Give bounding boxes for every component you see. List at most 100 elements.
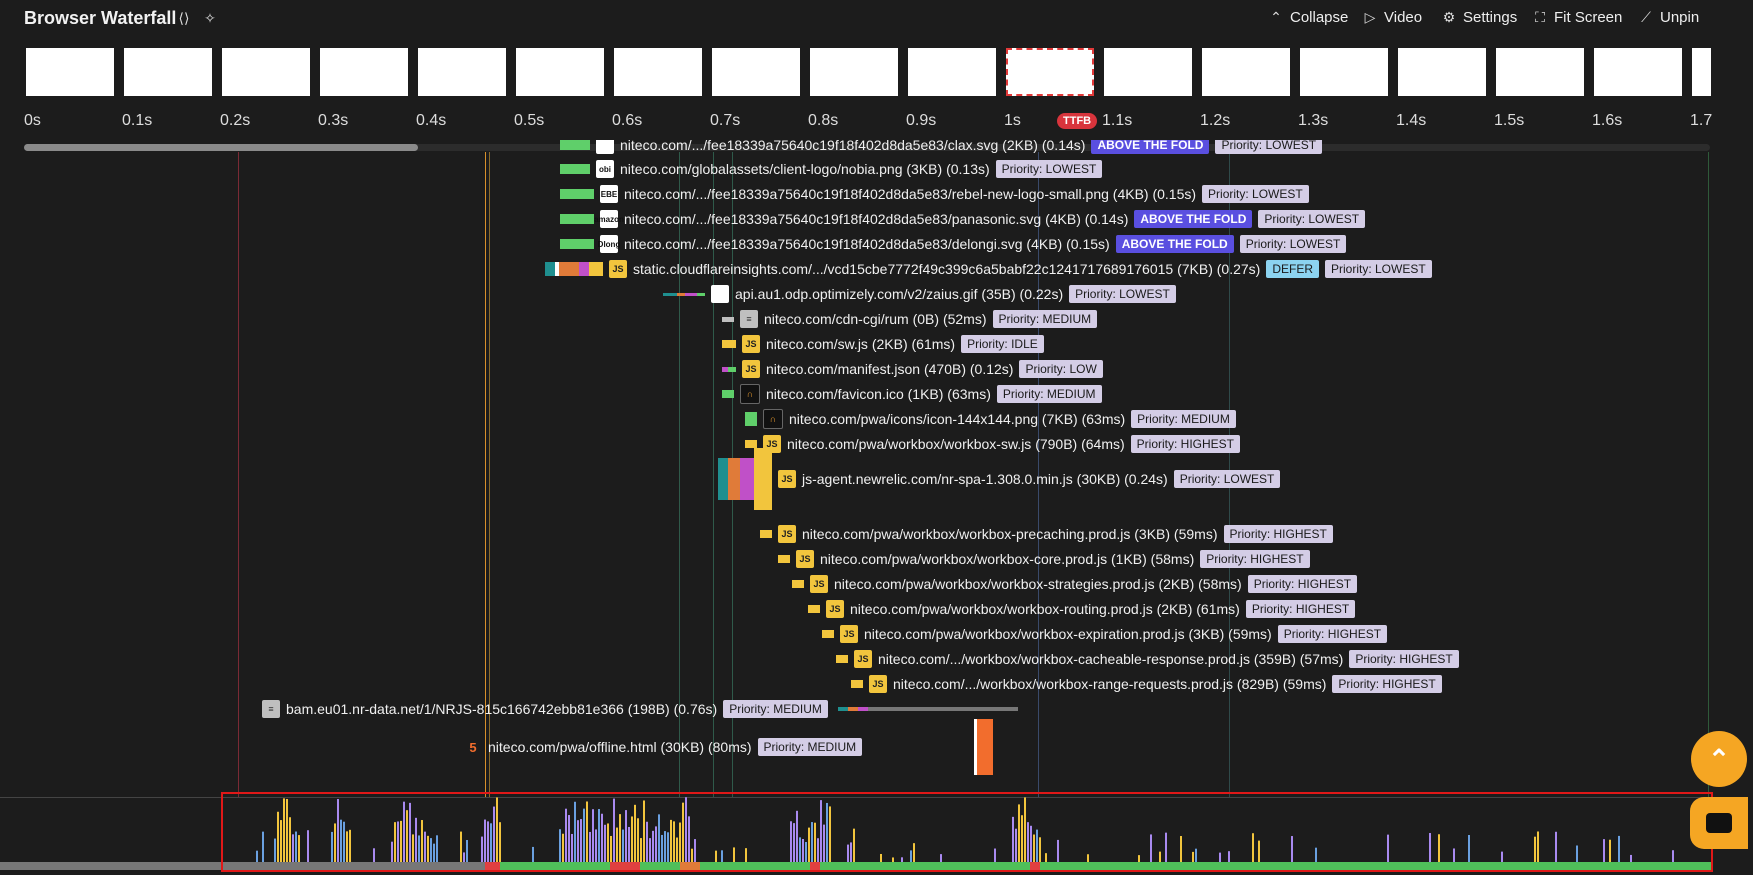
filmstrip-frame[interactable] <box>222 48 310 96</box>
request-row[interactable]: JS niteco.com/sw.js (2KB) (61ms) Priority:… <box>722 333 1044 355</box>
unpin-icon: ⟋ <box>1641 9 1651 25</box>
activity-bar <box>409 802 411 862</box>
activity-bar <box>1537 831 1539 862</box>
filmstrip-frame[interactable] <box>1398 48 1486 96</box>
js-file-icon: JS <box>796 550 814 568</box>
scroll-top-button[interactable]: ⌃ <box>1691 731 1747 787</box>
request-row[interactable]: JS niteco.com/pwa/workbox/workbox-precach… <box>760 523 1333 545</box>
timing-segment <box>778 555 790 563</box>
request-row[interactable]: JS niteco.com/pwa/workbox/workbox-routing… <box>808 598 1356 620</box>
filmstrip-frame[interactable] <box>712 48 800 96</box>
filmstrip-frame[interactable] <box>1300 48 1388 96</box>
request-row[interactable]: Dlong niteco.com/.../fee18339a75640c19f18… <box>560 233 1347 255</box>
filmstrip-frame[interactable] <box>516 48 604 96</box>
timing-segment <box>579 262 589 276</box>
activity-bar <box>694 839 696 862</box>
timing-segment <box>745 440 757 448</box>
activity-bar <box>649 838 651 862</box>
horizontal-scrollbar[interactable] <box>24 144 1710 151</box>
filmstrip-frame[interactable] <box>26 48 114 96</box>
unpin-button[interactable]: ⟋ Unpin <box>1638 9 1699 26</box>
activity-bar <box>1024 797 1026 862</box>
timing-segment <box>559 262 579 276</box>
request-row[interactable]: ≡ bam.eu01.nr-data.net/1/NRJS-815c166742e… <box>256 698 1018 720</box>
activity-bar <box>460 831 462 862</box>
sparkle-icon[interactable]: ✧ <box>204 9 216 26</box>
activity-bar <box>394 822 396 862</box>
filmstrip-frame[interactable] <box>1692 48 1711 96</box>
request-row[interactable]: JS niteco.com/.../workbox/workbox-cacheab… <box>836 648 1459 670</box>
filmstrip-frame[interactable] <box>124 48 212 96</box>
request-row[interactable]: JS static.cloudflareinsights.com/.../vcd1… <box>545 258 1432 280</box>
fit-screen-button[interactable]: ⛶ Fit Screen <box>1532 9 1622 26</box>
request-row[interactable]: JS niteco.com/manifest.json (470B) (0.12s… <box>722 358 1103 380</box>
request-row[interactable]: api.au1.odp.optimizely.com/v2/zaius.gif … <box>663 283 1176 305</box>
request-row[interactable]: EBE niteco.com/.../fee18339a75640c19f18f4… <box>560 183 1309 205</box>
request-url: niteco.com/pwa/workbox/workbox-strategie… <box>834 576 1242 592</box>
activity-bar <box>910 850 912 862</box>
filmstrip-frame[interactable] <box>1006 48 1094 96</box>
collapse-button[interactable]: ⌃ Collapse <box>1268 9 1348 26</box>
marker-line <box>238 152 239 797</box>
activity-bar <box>733 847 735 862</box>
request-row[interactable]: JS niteco.com/.../workbox/workbox-range-r… <box>851 673 1442 695</box>
activity-bar <box>691 848 693 862</box>
marker-line <box>713 152 714 797</box>
activity-bar <box>805 841 807 862</box>
filmstrip-frame[interactable] <box>1104 48 1192 96</box>
chat-button[interactable] <box>1690 797 1748 849</box>
activity-bar <box>562 833 564 862</box>
video-button[interactable]: ▷ Video <box>1362 9 1422 26</box>
image-file-icon: obi <box>596 160 614 178</box>
request-row[interactable]: amazon niteco.com/.../fee18339a75640c19f1… <box>560 208 1366 230</box>
filmstrip-frame[interactable] <box>1496 48 1584 96</box>
activity-bar <box>799 837 801 862</box>
axis-tick-label: 0.4s <box>416 112 447 129</box>
minimap-viewport[interactable] <box>221 792 1713 872</box>
request-url: js-agent.newrelic.com/nr-spa-1.308.0.min… <box>802 471 1168 487</box>
filmstrip-frame[interactable] <box>810 48 898 96</box>
activity-bar <box>1501 851 1503 862</box>
share-icon[interactable]: ⟨⟩ <box>178 9 190 26</box>
timing-segment <box>728 366 736 372</box>
js-file-icon: JS <box>840 625 858 643</box>
js-file-icon: JS <box>778 470 796 488</box>
activity-bar <box>586 801 588 862</box>
request-row[interactable]: JS niteco.com/pwa/workbox/workbox-core.pr… <box>778 548 1310 570</box>
activity-bar <box>598 809 600 862</box>
activity-bar <box>613 798 615 862</box>
scrollbar-thumb[interactable] <box>24 144 418 151</box>
activity-bar <box>646 821 648 862</box>
request-row[interactable]: obi niteco.com/globalassets/client-logo/n… <box>560 158 1103 180</box>
request-row[interactable]: JS niteco.com/pwa/workbox/workbox-strateg… <box>792 573 1358 595</box>
request-row[interactable]: JS niteco.com/pwa/workbox/workbox-sw.js (… <box>745 433 1241 455</box>
settings-button[interactable]: ⚙ Settings <box>1441 9 1517 26</box>
filmstrip-frame[interactable] <box>320 48 408 96</box>
filmstrip-frame[interactable] <box>614 48 702 96</box>
filmstrip-frame[interactable] <box>1202 48 1290 96</box>
filmstrip-frame[interactable] <box>1594 48 1682 96</box>
activity-bar <box>901 857 903 862</box>
activity-bar <box>820 800 822 862</box>
request-row[interactable]: 5 niteco.com/pwa/offline.html (30KB) (80m… <box>458 719 994 775</box>
priority-badge: Priority: LOWEST <box>1215 140 1323 154</box>
priority-badge: Priority: LOW <box>1019 360 1103 378</box>
filmstrip-frame[interactable] <box>418 48 506 96</box>
request-row[interactable]: ≡ niteco.com/cdn-cgi/rum (0B) (52ms) Prior… <box>722 308 1098 330</box>
timing-segment <box>718 458 728 500</box>
request-url: niteco.com/manifest.json (470B) (0.12s) <box>766 361 1014 377</box>
activity-bar <box>715 850 717 862</box>
activity-baseline <box>0 862 1712 870</box>
request-row[interactable]: JS niteco.com/pwa/workbox/workbox-expirat… <box>822 623 1388 645</box>
request-row[interactable]: niteco.com/.../fee18339a75640c19f18f402d… <box>560 140 1323 156</box>
activity-bar <box>628 826 630 862</box>
activity-bar <box>334 823 336 862</box>
activity-minimap[interactable] <box>0 790 1712 875</box>
request-row[interactable]: ∩ niteco.com/favicon.ico (1KB) (63ms) Prio… <box>722 383 1102 405</box>
filmstrip-frame[interactable] <box>908 48 996 96</box>
request-row[interactable]: JS js-agent.newrelic.com/nr-spa-1.308.0.m… <box>718 448 1281 510</box>
request-url: niteco.com/.../fee18339a75640c19f18f402d… <box>624 186 1197 202</box>
request-row[interactable]: ∩ niteco.com/pwa/icons/icon-144x144.png (… <box>745 408 1236 430</box>
request-url: niteco.com/sw.js (2KB) (61ms) <box>766 336 956 352</box>
chevron-up-icon: ⌃ <box>1270 9 1282 25</box>
